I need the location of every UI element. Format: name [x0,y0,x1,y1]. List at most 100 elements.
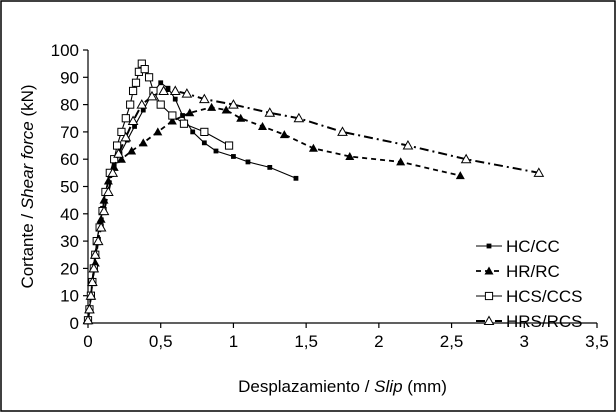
series-4-point [95,221,107,232]
y-tick-label: 60 [60,150,79,169]
series-2-point [236,113,246,122]
x-axis-title: Desplazamiento / Slip (mm) [238,377,447,396]
legend-entry: HR/RC [506,262,560,281]
series-1-point [267,164,273,170]
series-3-point [110,155,119,164]
series-4-point [89,249,101,259]
series-4-point [181,88,193,98]
series-2-point [207,102,217,111]
series-4-point [402,140,414,150]
y-tick-label: 40 [60,205,79,224]
series-4-point [85,290,97,300]
series-2-point [221,105,231,114]
x-tick-label: 1,5 [294,332,318,351]
y-tick-label: 20 [60,259,79,278]
series-4-point [120,131,132,142]
series-3-point [126,100,135,109]
legend-entry: HCS/CCS [506,287,583,306]
series-1-point [231,154,236,159]
series-4-point [103,186,114,196]
y-tick-label: 10 [60,287,79,306]
series-2-point [258,121,268,130]
x-tick-label: 0 [83,332,92,351]
series-2-point [167,116,177,125]
series-2-point [127,146,137,155]
series-4-point [169,85,181,95]
legend-marker [483,315,495,325]
series-3-point [140,65,149,74]
series-1-point [245,159,251,165]
x-tick-label: 3 [520,332,529,351]
y-tick-label: 80 [60,96,79,115]
series-4-point [198,93,210,104]
series-3-point [131,78,141,87]
series-1-point [180,113,185,118]
series-3-point [128,86,138,96]
series-1-point [132,124,137,129]
series-1-point [140,107,146,113]
series-1-point [201,140,207,146]
series-4-point [87,276,98,287]
legend-marker [484,266,494,275]
series-4-point [84,303,95,314]
series-3-point [224,141,234,150]
y-axis-title: Cortante / Shear force (kN) [18,84,37,288]
series-4-point [92,235,104,246]
series-3-point [117,127,126,137]
series-3-point [168,111,177,120]
y-tick-label: 0 [70,314,79,333]
x-tick-label: 0,5 [149,332,173,351]
legend-entry: HC/CC [506,237,560,256]
y-tick-label: 50 [60,178,79,197]
y-tick-label: 90 [60,68,79,87]
series-4-point [264,107,276,117]
series-2-point [153,127,163,136]
series-1-point [172,96,178,102]
series-1-point [165,85,171,91]
series-4-point [228,99,239,109]
series-4-point [136,99,148,109]
legend-marker [486,243,492,249]
series-4-point [158,85,169,95]
series-4-point [533,167,545,177]
series-2-point [279,130,289,139]
legend-marker [484,291,494,301]
series-3-point [156,100,165,109]
series-4-point [460,153,472,164]
series-2-point [345,151,355,160]
y-tick-label: 70 [60,123,79,142]
series-4-point [337,126,348,136]
series-4-point [293,112,305,123]
series-2-point [116,154,126,163]
series-3-point [179,119,189,128]
x-tick-label: 1 [229,332,238,351]
series-4-point [127,115,139,125]
y-tick-label: 30 [60,232,79,251]
series-4-point [146,90,158,101]
series-2-point [308,143,318,152]
x-tick-label: 3,5 [585,332,609,351]
y-tick-label: 100 [51,41,79,60]
series-1-point [293,175,299,181]
series-4-point [113,148,124,158]
x-tick-label: 2 [374,332,383,351]
series-2-point [455,171,465,180]
series-2-point [185,108,195,117]
series-4-point [88,262,100,273]
series-2-point [138,138,148,147]
series-4-point [98,205,110,216]
series-1-point [190,129,196,135]
series-1-point [158,80,164,86]
x-tick-label: 2,5 [440,332,464,351]
series-3-point [112,141,122,150]
series-4-point [82,314,94,325]
series-4-point [107,167,119,177]
series-3-point [200,127,209,137]
series-2-point [396,157,406,166]
legend-entry: HRS/RCS [506,312,583,331]
series-3-point [144,73,154,82]
series-3-point [121,114,130,123]
series-1-point [213,148,219,154]
